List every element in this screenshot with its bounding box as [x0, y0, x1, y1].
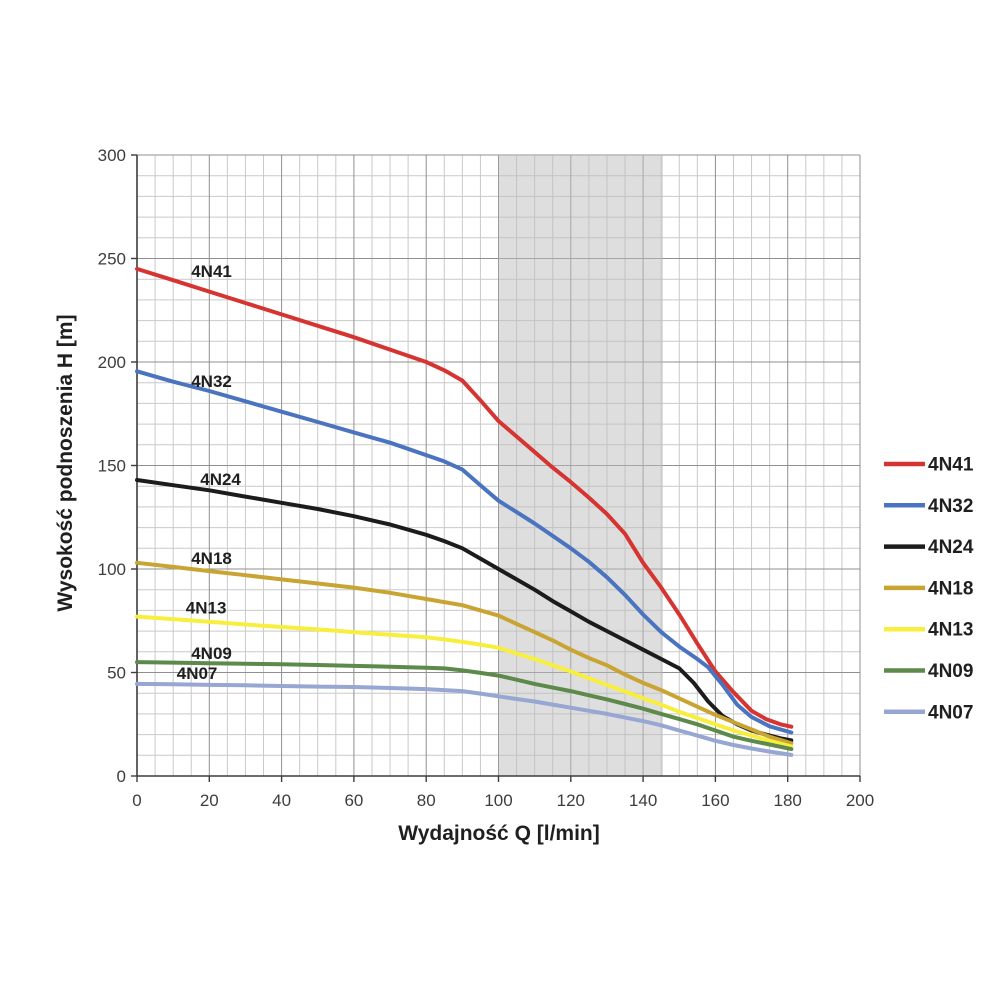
series-line-4N07: [135, 681, 794, 757]
y-axis-tick-label: 250: [98, 250, 126, 269]
series-line-4N13: [135, 614, 794, 749]
series-line-4N32: [135, 369, 794, 735]
legend-label-4N41: 4N41: [928, 455, 974, 476]
x-axis-tick-label: 120: [557, 791, 585, 810]
axes-layer: 0 20 40 60 80 100 120 140 160 180 200 0 50 100 150 200 2…: [98, 146, 875, 810]
legend-label-4N18: 4N18: [928, 578, 973, 599]
x-axis-tick-label: 60: [344, 791, 363, 810]
curve-label-4N18: 4N18: [191, 549, 232, 568]
duty-range-band-overlay: [498, 155, 663, 776]
x-axis-tick-label: 160: [701, 791, 729, 810]
legend-label-4N09: 4N09: [928, 661, 973, 682]
y-axis-tick-label: 300: [98, 146, 126, 165]
curve-label-4N32: 4N32: [191, 372, 232, 391]
x-axis-tick-label: 180: [774, 791, 802, 810]
x-axis-tick-label: 200: [846, 791, 874, 810]
x-axis-tick-label: 80: [417, 791, 436, 810]
legend-label-4N07: 4N07: [928, 702, 973, 723]
duty-range-band: [498, 155, 663, 776]
curve-label-4N13: 4N13: [186, 599, 227, 618]
legend-item-4N13: 4N13: [884, 620, 973, 641]
legend: 4N41 4N32 4N24 4N18 4N13 4N09 4N07: [884, 455, 974, 723]
x-axis-title: Wydajność Q [l/min]: [398, 822, 599, 845]
series-line-4N09: [135, 660, 794, 752]
legend-item-4N07: 4N07: [884, 702, 973, 723]
curve-label-4N09: 4N09: [191, 644, 232, 663]
y-axis-tick-label: 200: [98, 353, 126, 372]
legend-item-4N18: 4N18: [884, 578, 973, 599]
legend-item-4N24: 4N24: [884, 537, 974, 558]
legend-item-4N32: 4N32: [884, 496, 973, 517]
y-axis-tick-label: 0: [117, 767, 126, 786]
series-line-4N41: [135, 266, 794, 729]
series-line-4N18: [135, 560, 794, 746]
y-axis-tick-label: 50: [107, 664, 126, 683]
legend-item-4N41: 4N41: [884, 455, 974, 476]
y-axis-tick-label: 100: [98, 560, 126, 579]
curve-label-4N07: 4N07: [177, 664, 218, 683]
x-axis-tick-label: 0: [132, 791, 141, 810]
x-axis-tick-label: 20: [200, 791, 219, 810]
legend-label-4N24: 4N24: [928, 537, 974, 558]
y-axis-tick-label: 150: [98, 457, 126, 476]
legend-label-4N13: 4N13: [928, 620, 973, 641]
x-axis-tick-label: 100: [484, 791, 512, 810]
legend-label-4N32: 4N32: [928, 496, 973, 517]
x-axis-tick-label: 140: [629, 791, 657, 810]
curve-label-4N24: 4N24: [200, 470, 241, 489]
legend-item-4N09: 4N09: [884, 661, 973, 682]
curve-label-4N41: 4N41: [191, 262, 232, 281]
y-axis-title: Wysokość podnoszenia H [m]: [54, 314, 77, 611]
x-axis-tick-label: 40: [272, 791, 291, 810]
series-lines-layer: [135, 266, 794, 757]
